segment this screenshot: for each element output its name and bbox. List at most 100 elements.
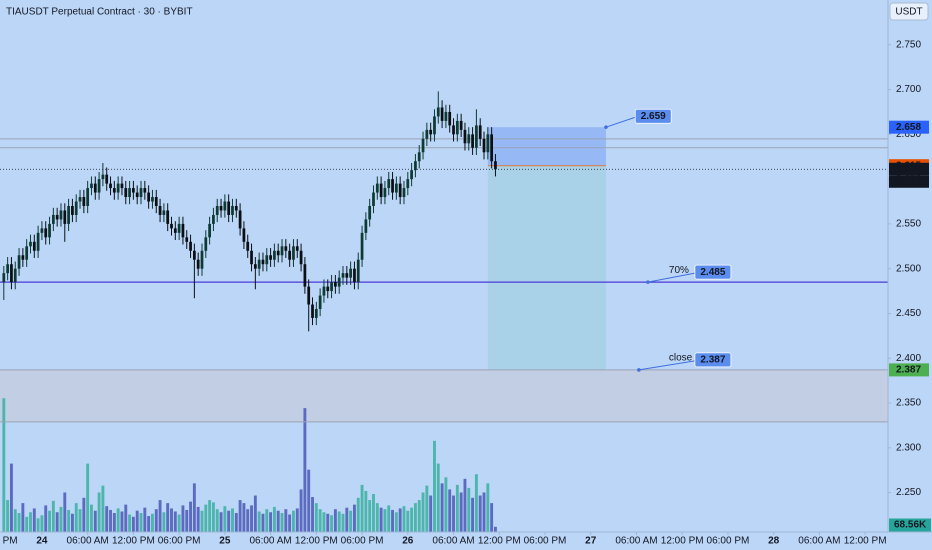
volume-bar <box>341 513 345 532</box>
volume-bar <box>204 504 208 532</box>
candle-body <box>303 264 307 287</box>
candle-body <box>166 210 170 224</box>
callout-anchor <box>637 368 641 372</box>
volume-bar <box>330 515 334 532</box>
volume-bar <box>269 512 273 532</box>
candle-body <box>356 259 360 283</box>
volume-tag-label: 68.56K <box>894 520 927 531</box>
candle-body <box>440 107 444 121</box>
candle-body <box>86 188 90 206</box>
volume-bar <box>150 513 154 532</box>
candle-body <box>341 273 345 278</box>
candle-body <box>398 183 402 198</box>
volume-bar <box>452 495 455 532</box>
volume-bar <box>29 512 32 532</box>
position-target <box>487 127 606 166</box>
candle-body <box>353 268 356 283</box>
volume-bar <box>78 509 82 532</box>
candle-body <box>231 205 234 215</box>
candle-body <box>242 228 246 242</box>
candle-body <box>82 197 86 206</box>
volume-bar <box>463 478 467 532</box>
volume-bar <box>70 513 74 532</box>
candle-body <box>71 205 74 215</box>
volume-bar <box>368 500 372 532</box>
candle-body <box>322 286 326 296</box>
candle-body <box>158 205 162 215</box>
candle-body <box>311 304 314 318</box>
volume-bar <box>67 509 71 532</box>
volume-bar <box>413 503 417 532</box>
candle-body <box>112 188 116 193</box>
candle-body <box>334 282 337 287</box>
candle-body <box>364 219 368 233</box>
volume-bar <box>48 510 51 532</box>
currency-button[interactable] <box>889 2 929 21</box>
volume-bar <box>238 500 242 532</box>
volume-bar <box>425 485 429 532</box>
y-tick-label: 2.550 <box>896 219 921 230</box>
candle-body <box>101 174 105 180</box>
chart-title: TIAUSDT Perpetual Contract · 30 · BYBIT <box>6 7 193 18</box>
callout-value: 2.485 <box>700 267 725 278</box>
candle-body <box>177 223 181 233</box>
volume-bar <box>250 505 253 532</box>
candle-body <box>494 161 497 170</box>
axes: 2.7502.7002.6502.6002.5502.5002.4502.400… <box>0 39 931 547</box>
volume-bar <box>2 398 6 532</box>
volume-bar <box>215 509 219 532</box>
volume-bar <box>185 509 189 532</box>
zone <box>0 369 888 422</box>
x-tick-label: 06:00 AM <box>67 536 109 547</box>
currency-label[interactable]: USDT <box>895 7 922 18</box>
callout-value: 2.387 <box>700 355 725 366</box>
volume-bar <box>276 510 280 532</box>
x-tick-label: 12:00 PM <box>844 536 887 547</box>
candle-body <box>48 223 51 238</box>
candle-body <box>406 179 410 189</box>
timer-tag <box>889 175 929 188</box>
callout-line <box>638 360 695 371</box>
candle-body <box>44 228 48 238</box>
volume-bar <box>372 494 375 532</box>
volume-bar <box>208 500 212 532</box>
volume-bar <box>219 512 223 532</box>
candle-body <box>143 188 147 193</box>
candle-body <box>269 255 272 260</box>
candle-body <box>276 250 280 256</box>
callout-note: 70% <box>669 265 689 276</box>
x-tick-label: 06:00 PM <box>707 536 750 547</box>
volume-bar <box>242 503 246 532</box>
volume-bar <box>318 509 322 532</box>
candle-body <box>349 268 352 278</box>
candle-body <box>181 223 185 238</box>
volume-bar <box>280 513 284 532</box>
volume-bar <box>36 518 40 532</box>
y-tick-label: 2.250 <box>896 487 921 498</box>
price-tag-label: 2.658 <box>896 122 921 133</box>
y-tick-label: 2.500 <box>896 263 921 274</box>
volume-bar <box>303 408 307 532</box>
candle-body <box>475 125 478 148</box>
candle-body <box>280 246 284 256</box>
candle-body <box>295 246 299 251</box>
volume-bar <box>13 509 17 532</box>
volume-bar <box>257 511 261 532</box>
candle-body <box>162 210 166 215</box>
candle-body <box>139 188 143 198</box>
volume-bar <box>105 506 109 532</box>
candle-body <box>238 210 242 229</box>
candle-body <box>97 179 101 193</box>
volume-bar <box>326 513 330 532</box>
volume-bar <box>284 509 288 532</box>
x-tick-label: 12:00 PM <box>661 536 704 547</box>
candle-body <box>173 228 177 233</box>
volume-bar <box>322 512 326 532</box>
candle-body <box>51 214 55 224</box>
candle-body <box>55 214 59 220</box>
volume-bar <box>345 507 349 532</box>
candle-body <box>132 188 135 193</box>
candle-body <box>200 250 204 269</box>
volume-bar <box>112 513 116 532</box>
candle-body <box>223 201 227 211</box>
